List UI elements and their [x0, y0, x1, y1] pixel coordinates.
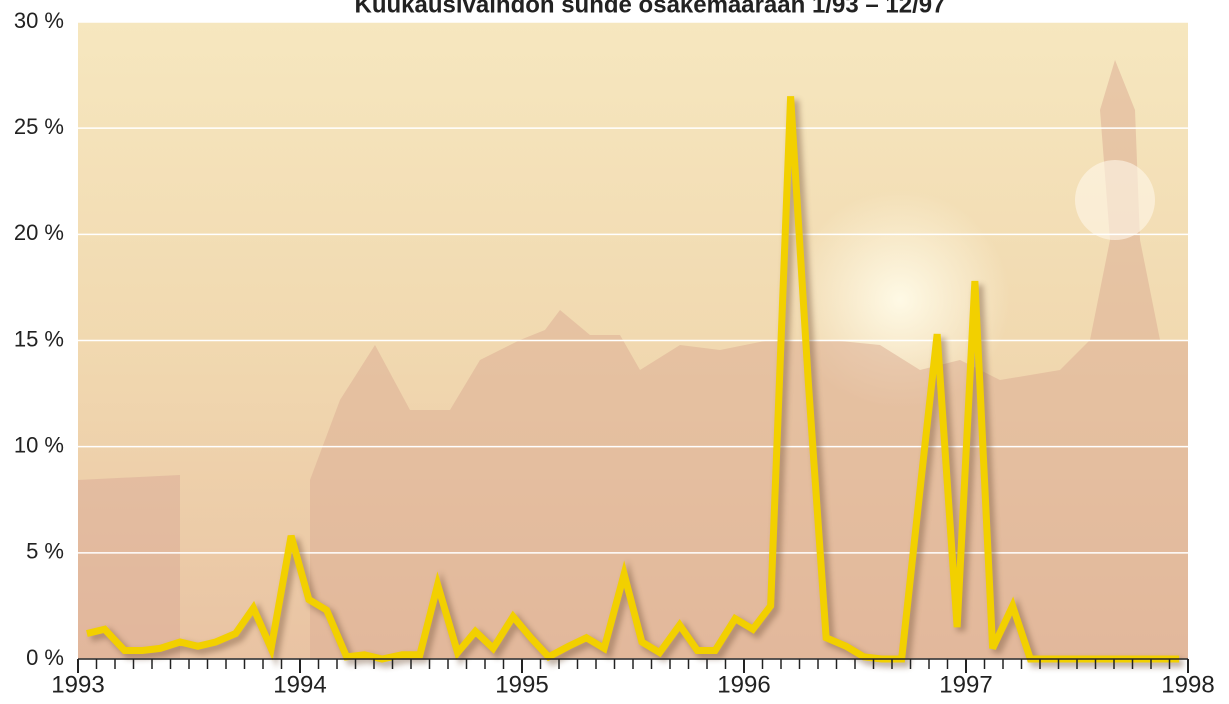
x-tick-label: 1993 [51, 671, 104, 698]
x-tick-label: 1998 [1161, 671, 1214, 698]
chart-title: Kuukausivaihdon suhde osakemäärään 1/93 … [355, 0, 946, 18]
x-tick-label: 1994 [273, 671, 326, 698]
y-tick-label: 5 % [26, 539, 64, 564]
x-tick-label: 1995 [495, 671, 548, 698]
y-tick-label: 0 % [26, 645, 64, 670]
line [86, 96, 1180, 663]
x-tick-label: 1996 [717, 671, 770, 698]
y-tick-label: 10 % [14, 432, 64, 457]
y-tick-label: 30 % [14, 8, 64, 33]
y-tick-label: 15 % [14, 326, 64, 351]
plot [86, 96, 1184, 668]
y-tick-label: 20 % [14, 220, 64, 245]
y-tick-label: 25 % [14, 114, 64, 139]
axes: 0 % 5 % 10 % 15 % 20 % 25 % 30 % 1993 1994 1995 19… [14, 8, 1215, 699]
x-tick-label: 1997 [939, 671, 992, 698]
